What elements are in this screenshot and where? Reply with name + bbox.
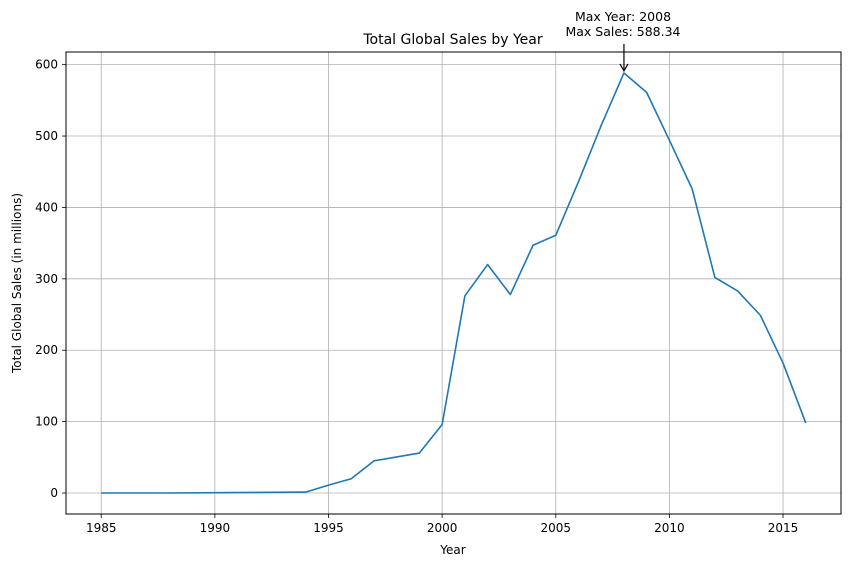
x-axis-ticks: 1985 1990 1995 2000 2005 2010 2015	[86, 514, 798, 535]
plot-frame	[65, 51, 842, 515]
series-layer	[101, 72, 807, 494]
y-tick-label: 0	[50, 486, 58, 500]
x-tick-label: 2015	[768, 521, 799, 535]
x-tick-label: 1990	[200, 521, 231, 535]
y-tick-label: 600	[35, 58, 58, 72]
x-tick-label: 2010	[654, 521, 685, 535]
annotation-max-sales: Max Sales: 588.34	[565, 24, 680, 39]
y-tick-label: 400	[35, 200, 58, 214]
y-axis-label: Total Global Sales (in millions)	[10, 193, 24, 374]
chart-title: Total Global Sales by Year	[362, 32, 542, 48]
x-axis-label: Year	[439, 543, 465, 557]
x-tick-label: 2000	[427, 521, 458, 535]
annotation-max-year: Max Year: 2008	[575, 9, 671, 24]
x-tick-label: 1985	[86, 521, 117, 535]
max-annotation: Max Year: 2008 Max Sales: 588.34	[565, 9, 681, 73]
y-tick-label: 300	[35, 272, 58, 286]
y-tick-label: 200	[35, 343, 58, 357]
y-tick-label: 100	[35, 415, 58, 429]
y-tick-label: 500	[35, 129, 58, 143]
grid	[66, 52, 841, 514]
y-axis-ticks: 0 100 200 300 400 500 600	[35, 58, 66, 500]
annotation-arrow-head	[619, 63, 629, 73]
x-tick-label: 2005	[540, 521, 571, 535]
x-tick-label: 1995	[313, 521, 344, 535]
series-line	[101, 72, 807, 494]
